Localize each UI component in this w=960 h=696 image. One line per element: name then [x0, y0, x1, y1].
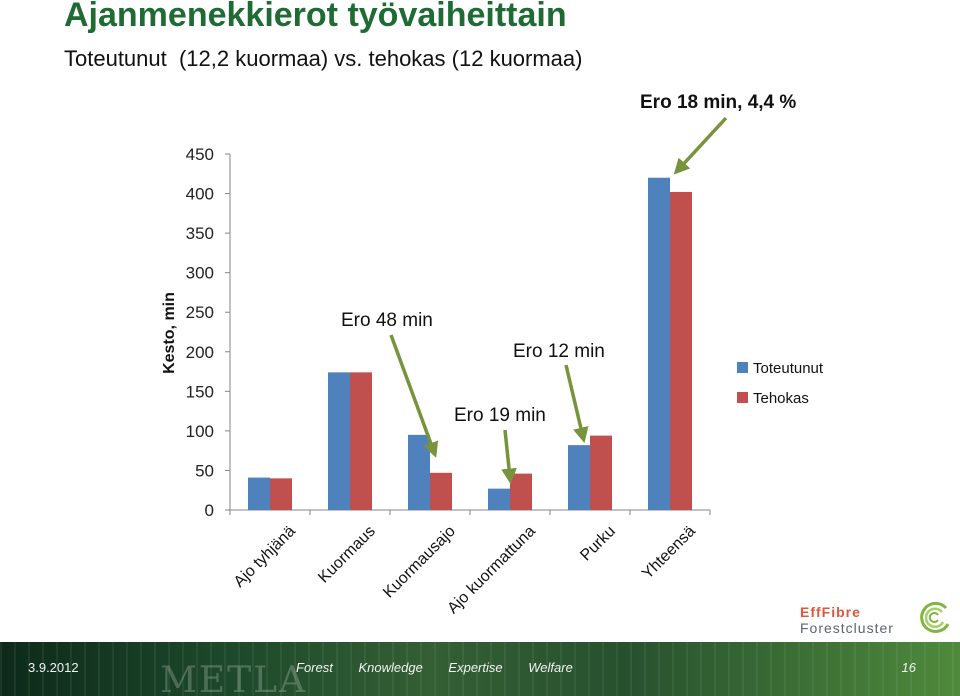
annotation-label: Ero 19 min — [454, 405, 546, 426]
y-tick-label: 400 — [186, 185, 214, 204]
y-tick-label: 50 — [195, 461, 214, 480]
brand-line1: EffFibre — [800, 604, 861, 620]
y-tick-label: 150 — [186, 382, 214, 401]
annotation-arrow — [673, 116, 728, 175]
bar-tehokas — [670, 191, 692, 510]
bar-tehokas — [350, 372, 372, 510]
forestcluster-logo-icon — [920, 601, 950, 633]
y-tick-label: 100 — [186, 422, 214, 441]
x-category-label: Ajo kuormattuna — [444, 523, 538, 617]
tagline-expertise: Expertise — [448, 660, 503, 675]
tagline-forest: Forest — [296, 660, 333, 675]
annotation-arrow — [564, 364, 589, 444]
legend-label: Tehokas — [753, 390, 809, 407]
legend: Toteutunut Tehokas — [737, 360, 824, 407]
footer-date: 3.9.2012 — [28, 660, 79, 675]
brand-line2: Forestcluster — [800, 620, 894, 636]
y-tick-label: 200 — [186, 343, 214, 362]
bar-chart: 0 50 100 150 200 250 300 350 400 450 Kesto, min Ajo… — [161, 92, 824, 617]
bar-tehokas — [590, 435, 612, 510]
x-category-label: Kuormaus — [315, 523, 379, 587]
bar-toteutunut — [408, 434, 430, 510]
slide-title: Ajanmenekkierot työvaiheittain — [64, 0, 567, 34]
bar-toteutunut — [488, 488, 510, 510]
x-category-label: Ajo tyhjänä — [231, 523, 299, 591]
x-category-label: Yhteensä — [639, 523, 699, 583]
bar-toteutunut — [648, 177, 670, 510]
y-tick-label: 350 — [186, 224, 214, 243]
y-axis-title: Kesto, min — [161, 292, 178, 374]
x-category-label: Kuormausajo — [380, 523, 459, 602]
legend-swatch — [737, 362, 748, 373]
annotation-arrow — [501, 429, 517, 485]
metla-watermark: METLA — [160, 660, 308, 696]
legend-swatch — [737, 392, 748, 403]
annotation-label: Ero 18 min, 4,4 % — [640, 92, 796, 113]
bar-tehokas — [430, 472, 452, 510]
annotation-label: Ero 48 min — [341, 310, 433, 331]
y-tick-label: 300 — [186, 264, 214, 283]
slide-subtitle: Toteutunut (12,2 kuormaa) vs. tehokas (1… — [64, 46, 583, 71]
bar-tehokas — [270, 478, 292, 510]
bar-tehokas — [510, 473, 532, 510]
footer-bar: 3.9.2012 METLA Forest Knowledge Expertis… — [0, 642, 960, 696]
effibre-brand: EffFibre Forestcluster — [800, 600, 960, 640]
annotation-layer: Ero 18 min, 4,4 % Ero 48 min Ero 12 min Ero… — [341, 92, 796, 485]
x-category-label: Purku — [577, 523, 619, 565]
y-tick-label: 0 — [205, 501, 214, 520]
axis-layer: 0 50 100 150 200 250 300 350 400 450 Kesto, min Ajo… — [161, 145, 711, 617]
tagline-welfare: Welfare — [528, 660, 573, 675]
bar-layer — [248, 177, 692, 510]
footer-tagline: Forest Knowledge Expertise Welfare — [296, 660, 585, 675]
bar-toteutunut — [248, 477, 270, 510]
y-tick-label: 450 — [186, 145, 214, 164]
bar-toteutunut — [568, 445, 590, 510]
annotation-label: Ero 12 min — [513, 341, 605, 362]
annotation-arrow — [389, 334, 439, 458]
footer-texture — [0, 642, 960, 696]
legend-label: Toteutunut — [753, 360, 824, 377]
tagline-knowledge: Knowledge — [358, 660, 423, 675]
y-tick-label: 250 — [186, 303, 214, 322]
bar-toteutunut — [328, 372, 350, 510]
page-number: 16 — [901, 660, 916, 675]
